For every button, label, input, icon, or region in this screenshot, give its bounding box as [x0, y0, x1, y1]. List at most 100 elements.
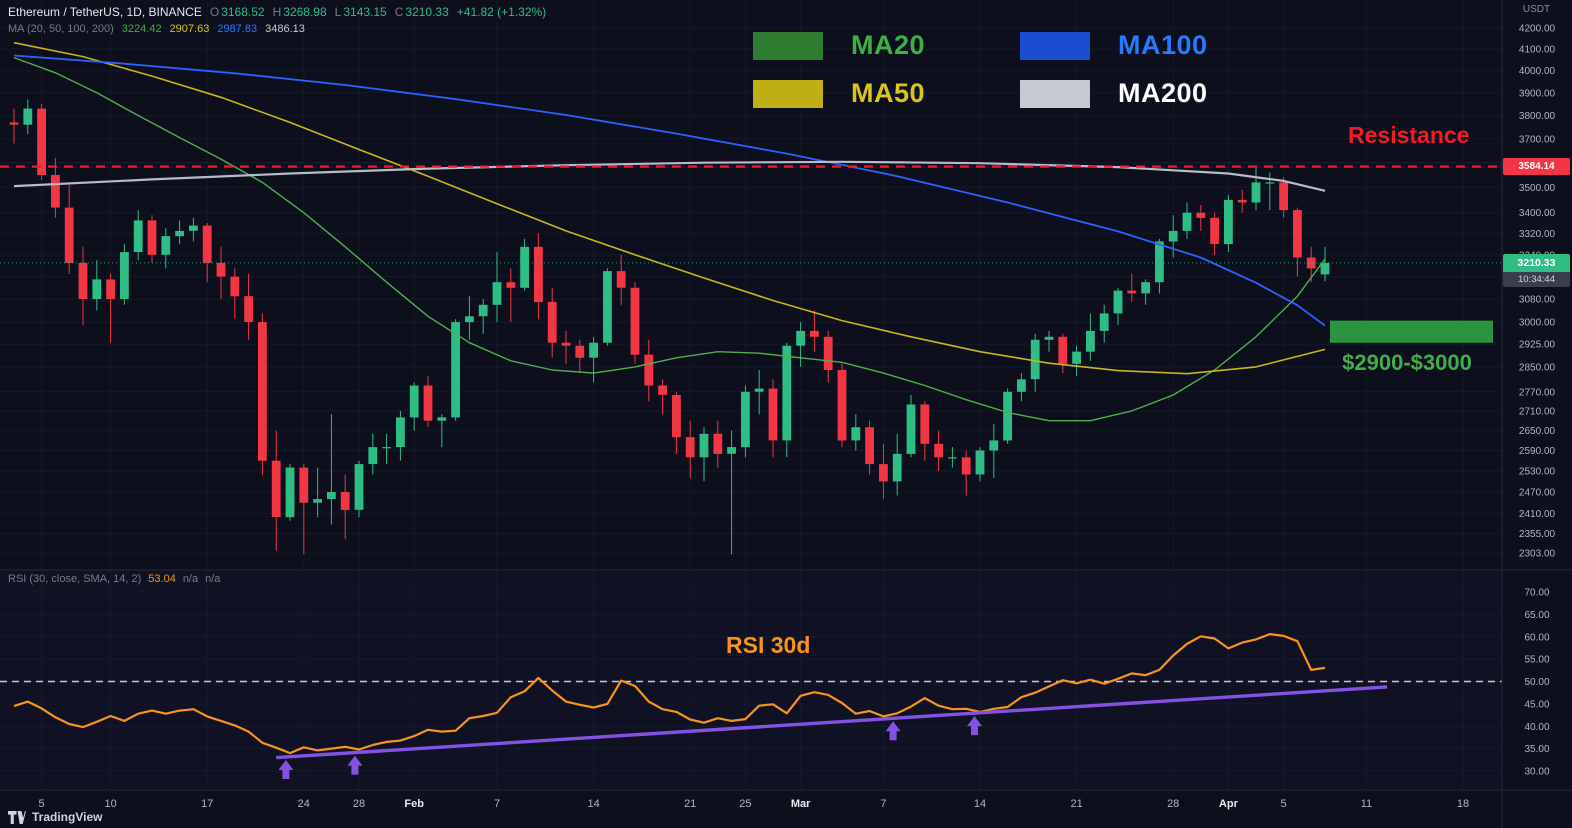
price-tick-label: 3500.00: [1519, 183, 1556, 194]
candle-body: [492, 282, 502, 305]
price-tick-label: 3800.00: [1519, 111, 1556, 122]
candle-body: [741, 391, 750, 448]
ohlc-key: C: [394, 5, 404, 19]
ohlc-key: H: [272, 5, 282, 19]
candle-body: [285, 467, 295, 518]
candle-body: [1086, 330, 1095, 352]
rsi-tick-label: 65.00: [1524, 610, 1549, 621]
ma20-swatch: [753, 31, 823, 60]
time-tick-label: 17: [201, 798, 213, 810]
candle-body: [1017, 379, 1026, 392]
rsi-annotation-label: RSI 30d: [726, 632, 811, 658]
candle-body: [892, 453, 902, 482]
buy-signal-arrow-icon: [885, 721, 901, 741]
candle-body: [1003, 391, 1012, 441]
candle-body: [1293, 210, 1302, 258]
rsi-na-1: n/a: [182, 573, 199, 585]
time-tick-label: 21: [684, 798, 696, 810]
candle-body: [396, 417, 405, 448]
price-tick-label: 4100.00: [1519, 45, 1556, 56]
time-tick-label: Apr: [1219, 798, 1239, 810]
current-price-tag: 3210.33 10:34:44: [1503, 254, 1570, 287]
candle-body: [409, 385, 419, 418]
legend-item-ma20: MA20: [753, 30, 925, 61]
price-tick-label: 3900.00: [1519, 88, 1556, 99]
rsi-tick-label: 40.00: [1524, 722, 1549, 733]
candle-body: [520, 246, 529, 288]
price-tick-label: 3080.00: [1519, 295, 1556, 306]
candle-body: [547, 301, 557, 343]
candle-body: [851, 427, 861, 441]
legend-item-ma50: MA50: [753, 78, 925, 109]
candle-body: [506, 282, 516, 288]
candle-body: [782, 345, 792, 441]
symbol-title[interactable]: Ethereum / TetherUS, 1D, BINANCE: [8, 5, 202, 19]
price-tick-label: 2770.00: [1519, 387, 1556, 398]
rsi-tick-label: 60.00: [1524, 632, 1549, 643]
time-tick-label: 28: [1167, 798, 1179, 810]
candle-body: [354, 464, 364, 510]
rsi-tick-label: 50.00: [1524, 677, 1549, 688]
candle-body: [1168, 230, 1178, 242]
candle-body: [754, 388, 764, 392]
ma-value: 2907.63: [169, 23, 210, 35]
price-tick-label: 2850.00: [1519, 362, 1556, 373]
candle-body: [9, 122, 19, 125]
rsi-tick-label: 55.00: [1524, 655, 1549, 666]
price-tick-label: 2710.00: [1519, 406, 1556, 417]
candle-body: [879, 464, 888, 482]
ma-indicator-label[interactable]: MA (20, 50, 100, 200): [8, 23, 114, 35]
time-tick-label: Feb: [404, 798, 424, 810]
price-tick-label: 3320.00: [1519, 229, 1556, 240]
candle-body: [603, 271, 612, 343]
time-tick-label: 11: [1361, 798, 1372, 810]
candle-body: [934, 443, 943, 458]
rsi-trendline[interactable]: [276, 685, 1388, 760]
rsi-layer: [13, 633, 1388, 779]
time-tick-label: 7: [494, 798, 500, 810]
time-tick-label: 5: [1281, 798, 1287, 810]
ma200-swatch: [1020, 79, 1091, 108]
axis-labels: 4200.00 4100.00 4000.00 3900.00 3800.00 3700.…: [39, 24, 1556, 811]
tradingview-branding[interactable]: TradingView: [8, 810, 102, 824]
resistance-price-tag: 3584.14: [1503, 158, 1570, 175]
candle-body: [561, 342, 571, 346]
candle-body: [534, 246, 543, 302]
candle-body: [258, 322, 267, 461]
rsi-pane-bg: [0, 570, 1502, 790]
candle-body: [451, 322, 460, 418]
level-lines: [0, 165, 1502, 683]
ma100-label: MA100: [1118, 30, 1208, 60]
price-tick-label: 3700.00: [1519, 134, 1556, 145]
candle-body: [1127, 290, 1137, 294]
support-zone-box: [1330, 320, 1493, 343]
candle-body: [920, 404, 930, 444]
ohlc-key: O: [209, 5, 220, 19]
candle-body: [1099, 313, 1109, 331]
candle-body: [230, 276, 240, 297]
candle-body: [78, 262, 88, 299]
rsi-title[interactable]: RSI (30, close, SMA, 14, 2): [8, 573, 142, 585]
candle-body: [23, 108, 33, 125]
candle-body: [216, 262, 226, 277]
ma-values: 3224.42 2907.63 2987.83 3486.13: [114, 23, 305, 35]
rsi-value: 53.04: [148, 573, 176, 585]
candle-body: [51, 175, 60, 208]
candle-body: [644, 354, 654, 386]
ohlc-value: 3168.52: [221, 5, 265, 19]
candles-layer: [9, 99, 1330, 555]
support-zone-label: $2900-$3000: [1342, 350, 1472, 375]
candle-body: [382, 447, 391, 449]
rsi-tick-label: 45.00: [1524, 699, 1549, 710]
ma100-line: [13, 54, 1326, 327]
ma50-label: MA50: [851, 78, 926, 108]
axis-currency-label: USDT: [1522, 4, 1551, 15]
tradingview-logo-icon: [8, 810, 26, 824]
candle-body: [120, 252, 129, 300]
candle-body: [1265, 182, 1275, 184]
candle-body: [823, 336, 833, 370]
candle-body: [796, 330, 805, 346]
price-tick-label: 2470.00: [1519, 488, 1556, 499]
